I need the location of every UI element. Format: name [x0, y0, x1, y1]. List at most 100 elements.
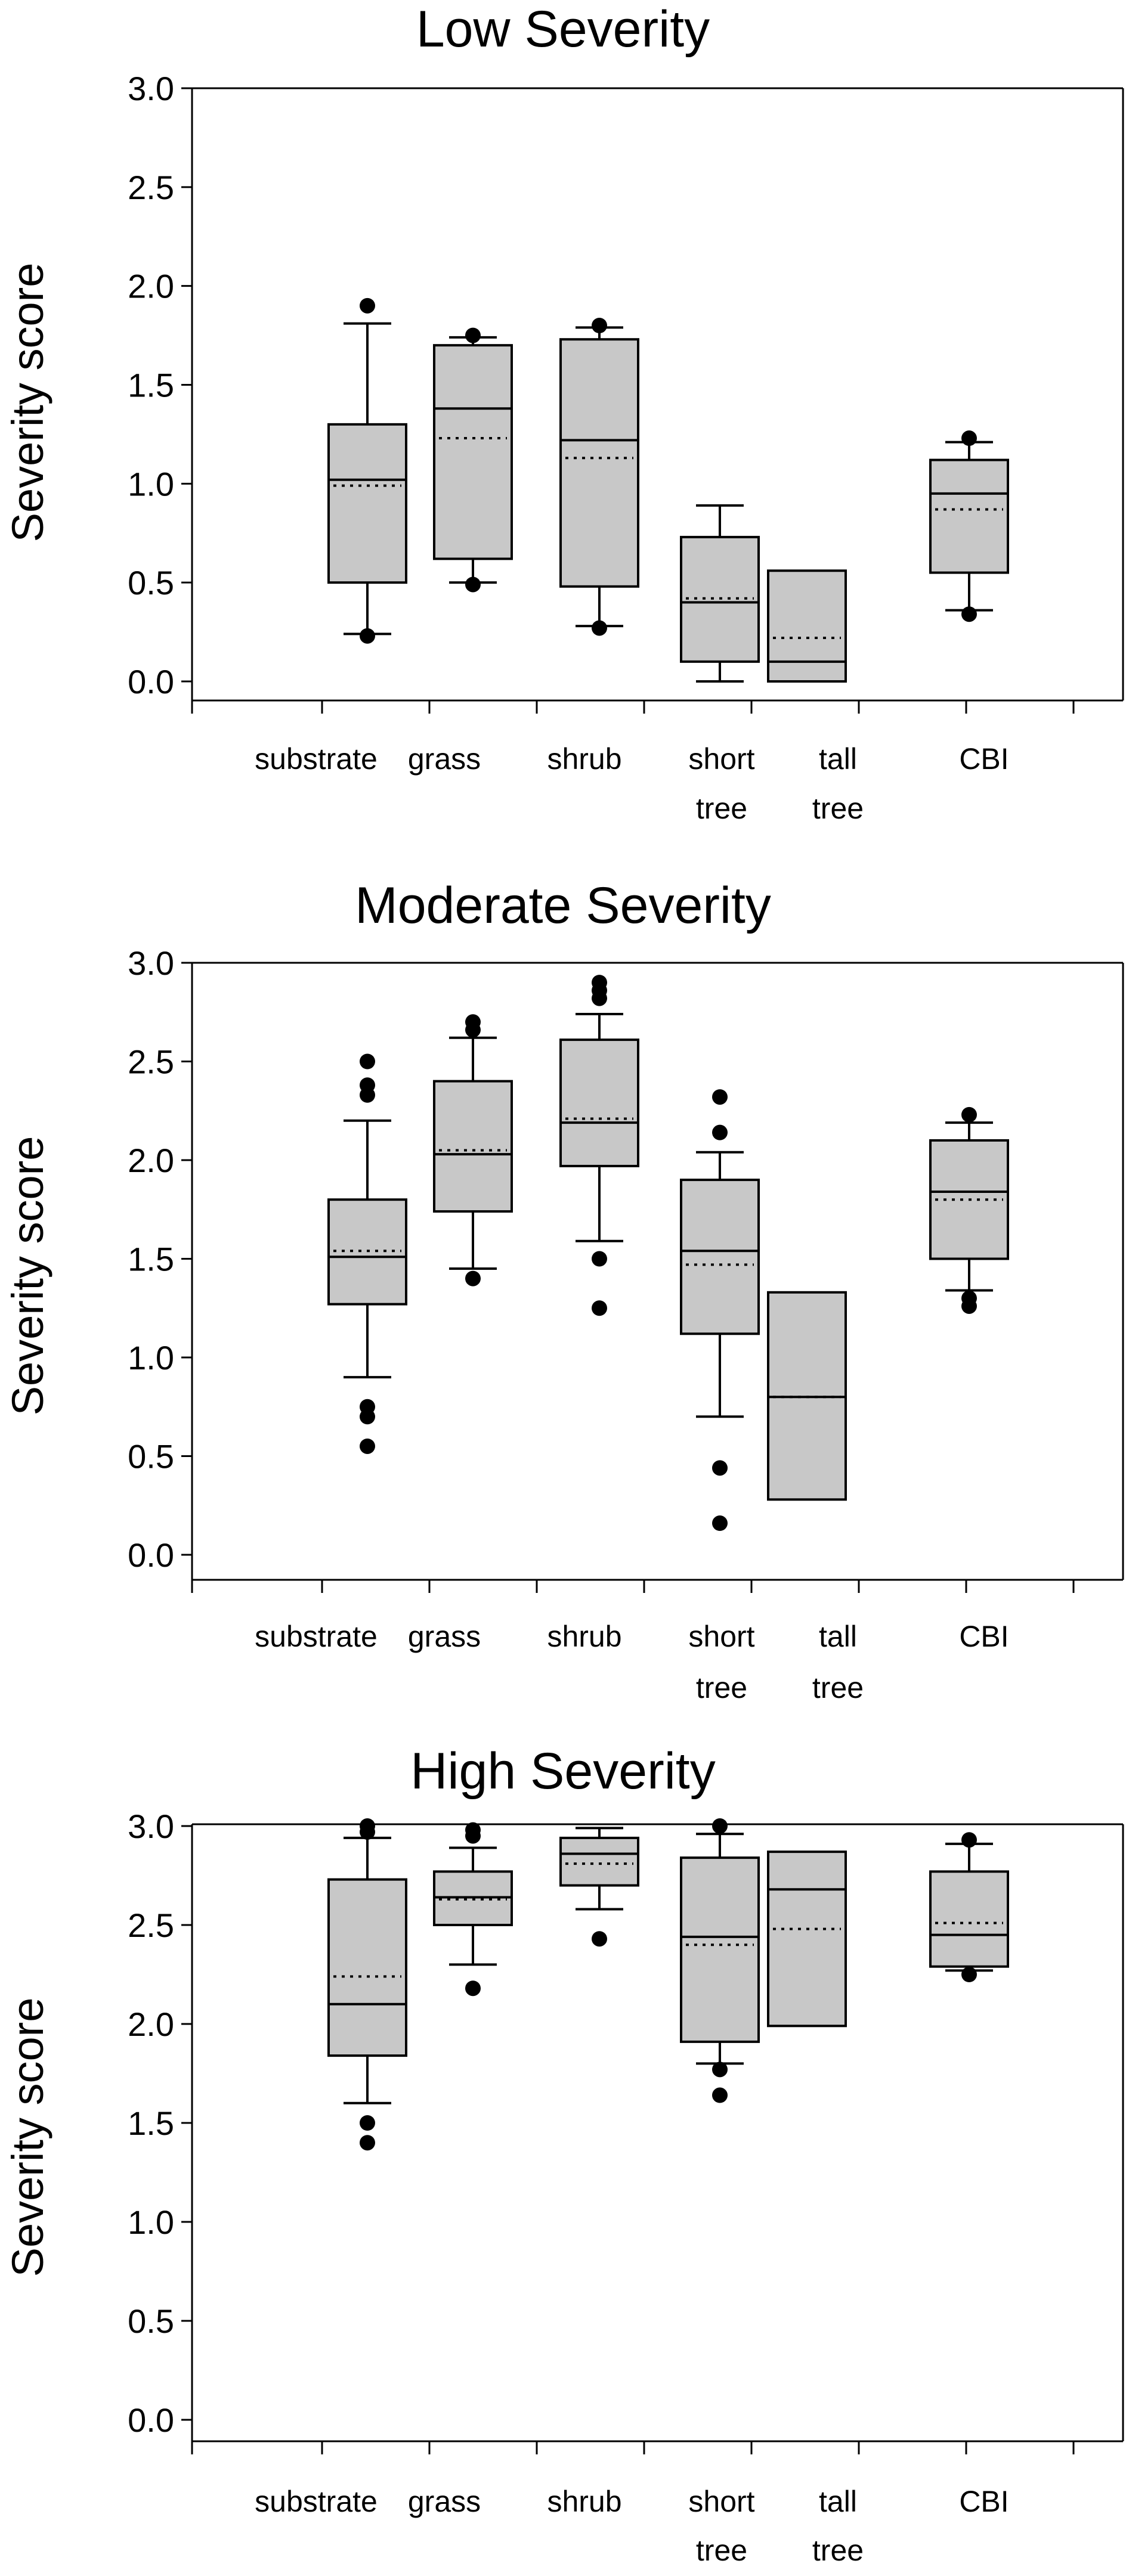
outlier-point: [360, 2135, 375, 2151]
outlier-point: [360, 628, 375, 644]
outlier-point: [360, 1438, 375, 1454]
y-tick-label: 1.0: [128, 1339, 174, 1377]
y-tick-label: 3.0: [128, 944, 174, 982]
outlier-point: [465, 1014, 481, 1030]
outlier-point: [592, 1300, 607, 1316]
box-substrate: [327, 1818, 407, 2151]
y-tick-label: 2.5: [128, 1043, 174, 1081]
outlier-point: [592, 1931, 607, 1947]
outlier-point: [712, 1818, 728, 1834]
box-grass: [433, 327, 513, 593]
outlier-point: [465, 1822, 481, 1838]
box-iqr: [327, 423, 407, 584]
chart-title: High Severity: [410, 1743, 715, 1800]
box-substrate: [327, 297, 407, 644]
category-label: tall tree: [812, 2485, 864, 2567]
y-tick-label: 0.5: [128, 564, 174, 602]
chart-panel-2: High Severity Severity score 0.0 0.5 1.0 1.5 2…: [3, 1743, 1124, 2567]
outlier-point: [712, 1089, 728, 1105]
outlier-point: [961, 1832, 977, 1848]
box-iqr: [559, 1836, 639, 1887]
outlier-point: [712, 2062, 728, 2078]
category-label: grass: [408, 2485, 481, 2518]
chart-title: Low Severity: [416, 1, 710, 58]
box-CBI: [929, 1106, 1009, 1314]
outlier-point: [360, 1818, 375, 1834]
category-label: short tree: [688, 1620, 754, 1704]
outlier-point: [360, 1053, 375, 1070]
y-tick-label: 0.0: [128, 2401, 174, 2439]
box-iqr: [680, 1856, 760, 2043]
category-label: CBI: [959, 2485, 1009, 2518]
category-label: CBI: [959, 742, 1009, 776]
chart-panel-1: Moderate Severity Severity score 0.0 0.5 1.0…: [3, 877, 1124, 1704]
box-CBI: [929, 1832, 1009, 1982]
outlier-point: [360, 2115, 375, 2131]
category-label: short tree: [688, 742, 754, 825]
outlier-point: [592, 975, 607, 991]
category-label: grass: [408, 1620, 481, 1653]
y-axis-label: Severity score: [3, 1998, 52, 2277]
category-label: short tree: [688, 2485, 754, 2567]
outlier-point: [465, 327, 481, 343]
outlier-point: [360, 297, 375, 314]
chart-title: Moderate Severity: [355, 877, 771, 934]
y-tick-label: 2.0: [128, 1142, 174, 1179]
y-tick-label: 1.5: [128, 1241, 174, 1278]
y-tick-label: 3.0: [128, 70, 174, 107]
outlier-point: [360, 1399, 375, 1415]
y-tick-label: 2.0: [128, 268, 174, 305]
outlier-point: [465, 576, 481, 593]
outlier-point: [961, 606, 977, 622]
box-tall-tree: [767, 569, 847, 683]
category-label: CBI: [959, 1620, 1009, 1653]
category-label: shrub: [547, 2485, 621, 2518]
category-label: shrub: [547, 742, 621, 776]
category-label: shrub: [547, 1620, 621, 1653]
box-short-tree: [680, 504, 760, 683]
box-tall-tree: [767, 1850, 847, 2028]
box-iqr: [559, 1039, 639, 1167]
y-tick-label: 0.0: [128, 663, 174, 700]
outlier-point: [961, 1106, 977, 1123]
y-tick-label: 3.0: [128, 1808, 174, 1845]
category-label: substrate: [255, 742, 378, 776]
y-axis-label: Severity score: [3, 1136, 52, 1416]
y-tick-label: 1.5: [128, 367, 174, 404]
y-tick-label: 0.5: [128, 1438, 174, 1475]
y-tick-label: 1.0: [128, 465, 174, 503]
y-tick-label: 1.0: [128, 2203, 174, 2241]
box-shrub: [559, 975, 639, 1316]
outlier-point: [961, 1967, 977, 1982]
y-tick-label: 0.0: [128, 1536, 174, 1574]
box-iqr: [433, 344, 513, 560]
box-iqr: [327, 1878, 407, 2057]
outlier-point: [961, 430, 977, 447]
box-shrub: [559, 318, 639, 636]
outlier-point: [592, 1251, 607, 1267]
box-iqr: [559, 338, 639, 588]
y-tick-label: 2.5: [128, 1907, 174, 1944]
box-tall-tree: [767, 1291, 847, 1501]
box-iqr: [929, 1870, 1009, 1968]
box-grass: [433, 1014, 513, 1287]
outlier-point: [712, 1124, 728, 1140]
box-shrub: [559, 1827, 639, 1947]
outlier-point: [592, 318, 607, 333]
box-iqr: [767, 569, 847, 683]
category-label: substrate: [255, 1620, 378, 1653]
box-substrate: [327, 1053, 407, 1454]
outlier-point: [465, 1270, 481, 1287]
box-iqr: [433, 1080, 513, 1213]
outlier-point: [961, 1290, 977, 1306]
y-tick-label: 1.5: [128, 2104, 174, 2142]
chart-panel-0: Low Severity Severity score 0.0 0.5 1.0 1.5 2.…: [3, 1, 1124, 825]
y-tick-label: 0.5: [128, 2302, 174, 2340]
box-iqr: [767, 1850, 847, 2028]
outlier-point: [465, 1980, 481, 1997]
category-label: tall tree: [812, 742, 864, 825]
outlier-point: [712, 1460, 728, 1476]
outlier-point: [712, 2087, 728, 2103]
box-CBI: [929, 430, 1009, 622]
